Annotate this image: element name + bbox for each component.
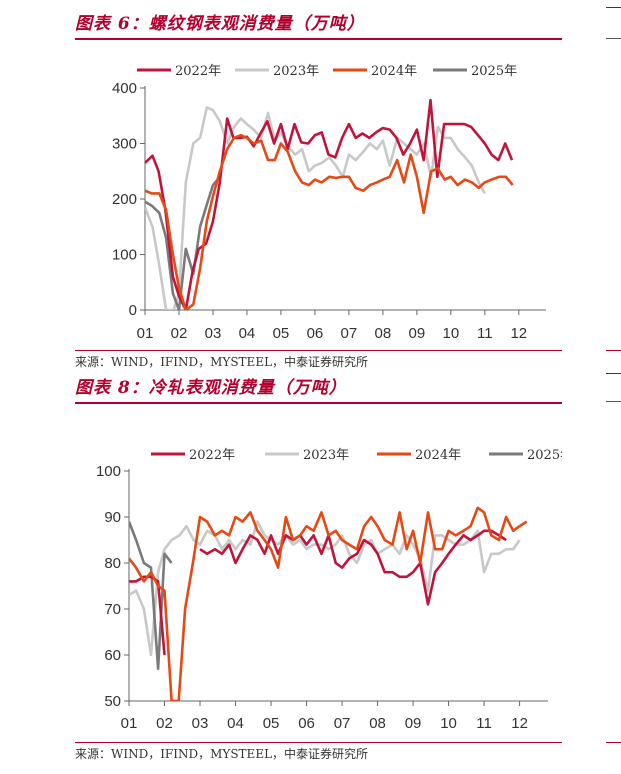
x-tick-label: 09 <box>405 715 422 732</box>
x-tick-label: 11 <box>476 715 492 732</box>
x-tick-label: 04 <box>227 715 244 732</box>
chart-cold-rolled-consumption: 2022年 2023年 2024年 2025年 50 60 70 80 90 100 01 02 03 0… <box>96 448 562 732</box>
series-line-2024年 <box>145 133 514 310</box>
y-tick-label: 400 <box>112 80 137 97</box>
x-tick-label: 09 <box>409 325 426 342</box>
x-tick-label: 11 <box>477 325 493 342</box>
y-tick-label: 100 <box>112 247 137 264</box>
chart-rebar-consumption: 2022年 2023年 2024年 2025年 0 100 200 300 400 01 02 03 0… <box>112 64 546 342</box>
series-line-2024年 <box>129 506 528 701</box>
legend-label: 2024年 <box>415 448 461 463</box>
chart-panel-rebar: 图表 6：螺纹钢表观消费量（万吨） 2022年 2023年 2024年 2025年 0 1… <box>0 0 621 372</box>
x-tick-label: 12 <box>510 325 527 342</box>
series-line-2022年 <box>199 529 507 606</box>
x-tick-label: 05 <box>273 325 290 342</box>
chart-caption: 图表 8：冷轧表观消费量（万吨） <box>75 378 347 398</box>
x-tick-label: 08 <box>375 325 392 342</box>
adjacent-panel-rule <box>606 38 621 39</box>
chart-source: 来源：WIND，IFIND，MYSTEEL，中泰证券研究所 <box>75 350 562 370</box>
x-tick-label: 08 <box>369 715 386 732</box>
y-tick-label: 90 <box>104 509 121 526</box>
x-tick-label: 06 <box>298 715 315 732</box>
y-tick-label: 300 <box>112 136 137 153</box>
legend-label: 2024年 <box>371 64 417 79</box>
x-tick-label: 02 <box>171 325 188 342</box>
x-tick-label: 01 <box>137 325 154 342</box>
y-tick-label: 60 <box>104 647 121 664</box>
series-line-2022年 <box>145 98 514 310</box>
series-line-2023年 <box>145 106 486 310</box>
chart-title-bar: 图表 8：冷轧表观消费量（万吨） <box>75 372 562 404</box>
legend-label: 2023年 <box>273 64 319 79</box>
x-tick-label: 03 <box>205 325 222 342</box>
y-tick-label: 80 <box>104 555 121 572</box>
x-tick-label: 04 <box>239 325 256 342</box>
chart-caption: 图表 6：螺纹钢表观消费量（万吨） <box>75 14 365 34</box>
series-line-2025年 <box>129 521 173 671</box>
y-tick-label: 50 <box>104 693 121 710</box>
legend-label: 2023年 <box>303 448 349 463</box>
adjacent-panel-rule <box>606 350 621 351</box>
x-tick-label: 03 <box>192 715 209 732</box>
x-tick-label: 10 <box>443 325 460 342</box>
adjacent-panel-rule <box>606 742 621 743</box>
x-tick-label: 07 <box>334 715 351 732</box>
adjacent-panel-rule <box>606 7 621 8</box>
y-tick-label: 70 <box>104 601 121 618</box>
legend-label: 2022年 <box>175 64 221 79</box>
chart-panel-cold-rolled: 图表 8：冷轧表观消费量（万吨） 2022年 2023年 2024年 2025年 50 6… <box>0 372 621 774</box>
y-tick-label: 100 <box>96 463 121 480</box>
x-tick-label: 06 <box>307 325 324 342</box>
chart-source: 来源：WIND，IFIND，MYSTEEL，中泰证券研究所 <box>75 742 562 762</box>
legend-label: 2022年 <box>189 448 235 463</box>
x-tick-label: 02 <box>156 715 173 732</box>
adjacent-panel-rule <box>606 373 621 374</box>
x-tick-label: 07 <box>341 325 358 342</box>
x-tick-label: 01 <box>121 715 138 732</box>
chart-title-bar: 图表 6：螺纹钢表观消费量（万吨） <box>75 8 562 40</box>
x-tick-label: 05 <box>263 715 280 732</box>
y-tick-label: 0 <box>129 302 137 319</box>
y-tick-label: 200 <box>112 191 137 208</box>
legend-label: 2025年 <box>527 448 562 463</box>
x-tick-label: 10 <box>440 715 457 732</box>
legend-label: 2025年 <box>471 64 517 79</box>
series-line-2025年 <box>145 175 221 310</box>
adjacent-panel-rule <box>606 401 621 402</box>
x-tick-label: 12 <box>511 715 528 732</box>
